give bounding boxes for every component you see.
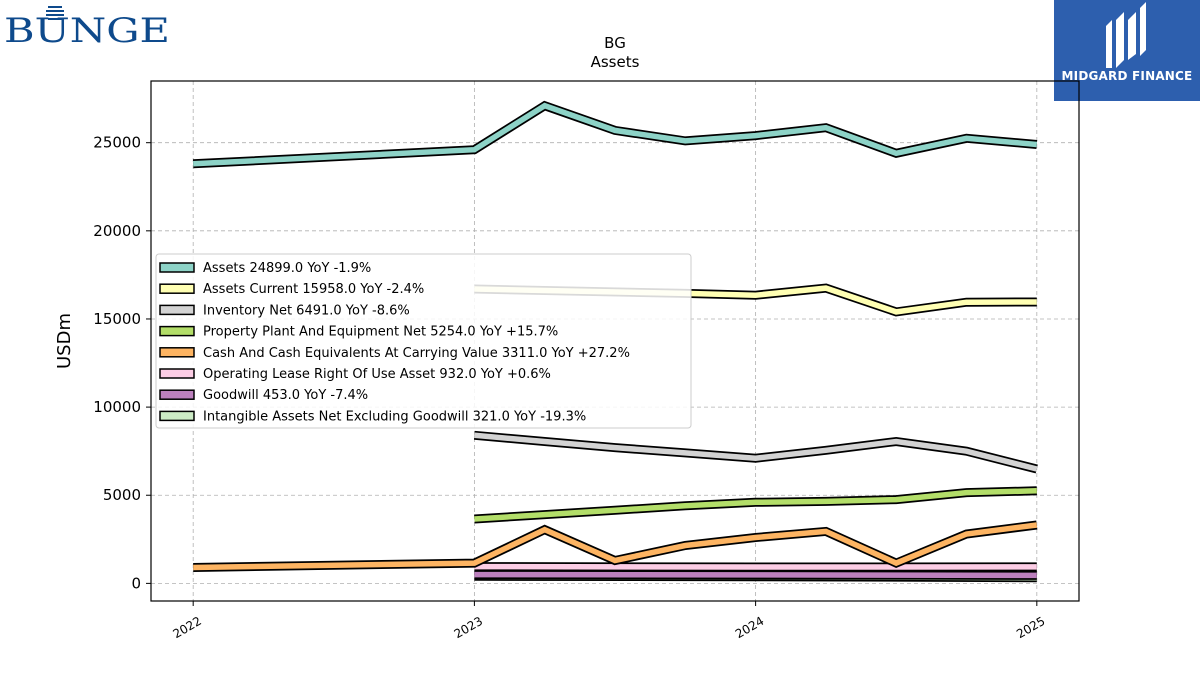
y-tick-label: 0 — [131, 574, 141, 592]
legend-box — [155, 253, 692, 429]
legend-item: Cash And Cash Equivalents At Carrying Va… — [159, 346, 630, 361]
legend-label: Assets 24899.0 YoY -1.9% — [203, 261, 371, 276]
legend-swatch — [159, 347, 195, 358]
bunge-logo-text: BUNGE — [4, 11, 170, 48]
x-tick-label: 2022 — [170, 614, 203, 641]
legend-label: Intangible Assets Net Excluding Goodwill… — [203, 409, 586, 424]
legend-item: Assets 24899.0 YoY -1.9% — [159, 261, 371, 276]
bunge-logo: BUNGE — [4, 2, 174, 51]
series-line — [474, 570, 1037, 580]
midgard-logo-text: MIDGARD FINANCE — [1061, 69, 1193, 83]
legend-item: Property Plant And Equipment Net 5254.0 … — [159, 325, 558, 340]
y-tick-label: 5000 — [103, 486, 141, 504]
legend-label: Inventory Net 6491.0 YoY -8.6% — [203, 303, 410, 318]
legend-swatch — [159, 410, 195, 422]
legend-label: Operating Lease Right Of Use Asset 932.0… — [203, 367, 551, 382]
y-tick-label: 25000 — [93, 134, 141, 152]
series-line-stroke — [193, 522, 1038, 571]
y-tick-label: 20000 — [93, 222, 141, 240]
midgard-logo-mark — [1106, 2, 1146, 68]
legend-label: Goodwill 453.0 YoY -7.4% — [203, 388, 368, 403]
plot-frame — [150, 80, 1080, 602]
legend-label: Property Plant And Equipment Net 5254.0 … — [203, 325, 558, 340]
series-line — [474, 486, 1037, 524]
legend-swatch — [159, 389, 195, 400]
y-axis-label: USDm — [54, 313, 75, 369]
midgard-finance-logo: MIDGARD FINANCE — [1054, 0, 1200, 101]
bunge-logo-mark — [46, 6, 64, 20]
legend-swatch — [159, 325, 195, 337]
x-tick-label: 2025 — [1014, 614, 1047, 641]
y-tick-label: 10000 — [93, 398, 141, 416]
legend-item: Intangible Assets Net Excluding Goodwill… — [159, 409, 586, 424]
series-line — [193, 520, 1038, 572]
axes: 2022 2023 2024 2025 0 5000 10000 15000 20000 2500… — [93, 80, 1080, 641]
legend-label: Cash And Cash Equivalents At Carrying Va… — [203, 346, 630, 361]
legend-swatch — [159, 368, 195, 379]
y-tick-label: 15000 — [93, 310, 141, 328]
chart-subtitle: Assets — [591, 53, 640, 71]
legend-swatch — [159, 304, 195, 316]
legend-swatch — [159, 262, 195, 273]
series-line-stroke — [474, 571, 1037, 579]
series-line — [474, 430, 1038, 474]
x-tick-label: 2023 — [452, 614, 485, 641]
series-line — [192, 100, 1038, 169]
series-line-stroke — [193, 102, 1038, 167]
legend: Assets 24899.0 YoY -1.9% Assets Current 1… — [155, 253, 692, 429]
legend-item: Goodwill 453.0 YoY -7.4% — [159, 388, 368, 403]
series-line-stroke — [474, 432, 1038, 472]
legend-item: Inventory Net 6491.0 YoY -8.6% — [159, 303, 410, 318]
x-tick-label: 2024 — [733, 614, 766, 641]
legend-item: Operating Lease Right Of Use Asset 932.0… — [159, 367, 551, 382]
legend-swatch — [159, 283, 195, 294]
legend-item: Assets Current 15958.0 YoY -2.4% — [159, 282, 424, 297]
chart-title: BG — [604, 34, 626, 52]
series-line-stroke — [474, 488, 1037, 522]
legend-label: Assets Current 15958.0 YoY -2.4% — [203, 282, 424, 297]
